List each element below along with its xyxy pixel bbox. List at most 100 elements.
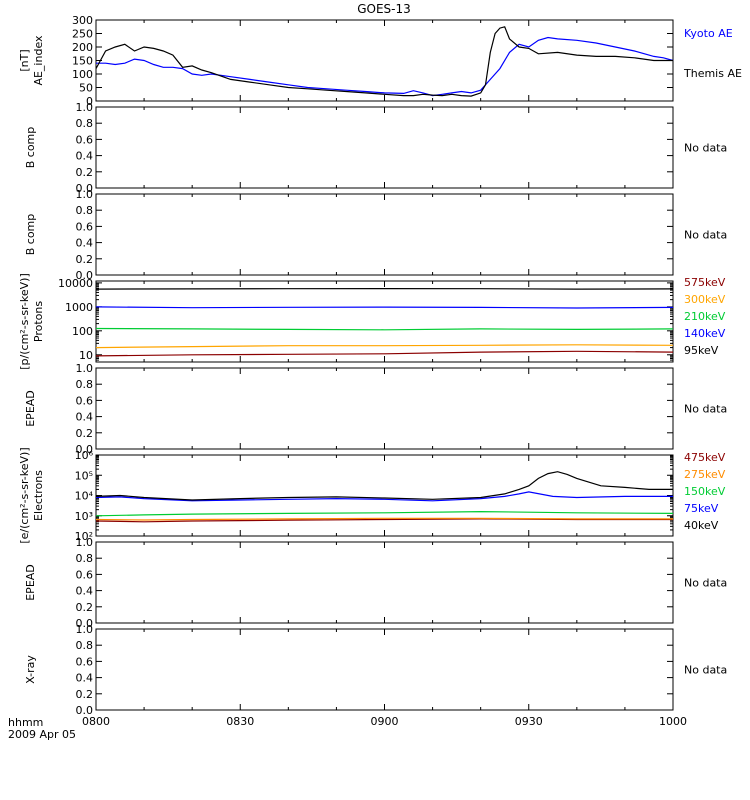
date-label: 2009 Apr 05: [8, 728, 76, 741]
x-tick-label: 0930: [515, 715, 543, 728]
panel-epead2: 0.0 0.2 0.4 0.6 0.8 1.0 EPEAD No data: [24, 536, 727, 630]
y-tick-label: 0.0: [76, 269, 94, 282]
y-tick-label: 0.8: [76, 204, 94, 217]
no-data-label: No data: [684, 664, 727, 677]
series-line-40kev: [95, 471, 673, 501]
y-tick-label: 0.4: [76, 411, 94, 424]
y-tick-label: 0.8: [76, 639, 94, 652]
y-tick-label: 0.8: [76, 552, 94, 565]
y-tick-label: 0: [86, 95, 93, 108]
plot-frame: [95, 193, 674, 276]
series-line-575kev: [95, 350, 674, 357]
y-tick-label: 0.4: [76, 585, 94, 598]
y-tick-label: 10³: [75, 510, 93, 523]
panel-b2: 0.0 0.2 0.4 0.6 0.8 1.0 B comp No data: [24, 188, 727, 282]
y-tick-label: 1.0: [76, 101, 94, 114]
y-tick-label: 300: [72, 14, 93, 27]
y-axis-label: X-ray: [24, 655, 37, 684]
x-tick-label: 1000: [659, 715, 687, 728]
y-tick-label: 0.2: [76, 427, 94, 440]
y-tick-label: 0.6: [76, 394, 94, 407]
y-tick-label: 1.0: [76, 362, 94, 375]
y-tick-label: 0.4: [76, 150, 94, 163]
y-tick-label: 10: [79, 349, 93, 362]
legend-entry: 140keV: [684, 327, 726, 340]
legend-entry: 75keV: [684, 502, 719, 515]
panel-protons: 10 100 1000 10000 Protons[p/(cm²-s-sr-keV)] 5…: [18, 273, 726, 370]
y-tick-label: 0.2: [76, 688, 94, 701]
series-line-kyoto-ae: [96, 36, 674, 97]
plot-frame: [95, 628, 674, 711]
legend-entry: 275keV: [684, 468, 726, 481]
y-tick-label: 1.0: [76, 623, 94, 636]
time-label-hhmm: hhmm: [8, 716, 43, 729]
panel-electrons: 10² 10³ 10⁴ 10⁵ 10⁶ Electrons[e/(cm²-s-sr-keV…: [18, 447, 726, 543]
legend-entry: 210keV: [684, 310, 726, 323]
legend-entry: 150keV: [684, 485, 726, 498]
series-line-150kev: [95, 510, 674, 517]
y-axis-label: Electrons: [32, 470, 45, 521]
y-tick-label: 200: [72, 41, 93, 54]
plot-frame: [95, 454, 674, 537]
figure-title: GOES-13: [357, 2, 411, 16]
panel-epead1: 0.0 0.2 0.4 0.6 0.8 1.0 EPEAD No data: [24, 362, 727, 456]
y-tick-label: 150: [72, 55, 93, 68]
legend-entry: 575keV: [684, 276, 726, 289]
legend-entry: 40keV: [684, 519, 719, 532]
no-data-label: No data: [684, 142, 727, 155]
series-line-75kev: [95, 491, 673, 502]
y-tick-label: 0.8: [76, 378, 94, 391]
y-tick-label: 1.0: [76, 536, 94, 549]
y-tick-label: 0.4: [76, 672, 94, 685]
y-tick-label: 0.0: [76, 704, 94, 717]
y-tick-label: 0.6: [76, 568, 94, 581]
y-tick-label: 0.6: [76, 220, 94, 233]
plot-frame: [95, 367, 674, 450]
y-axis-label: B comp: [24, 127, 37, 169]
no-data-label: No data: [684, 403, 727, 416]
plot-frame: [95, 541, 674, 624]
no-data-label: No data: [684, 229, 727, 242]
y-axis-label: [e/(cm²-s-sr-keV)]: [18, 447, 31, 543]
series-line-140kev: [95, 306, 674, 309]
y-axis-label: [p/(cm²-s-sr-keV)]: [18, 273, 31, 370]
y-axis-label: [nT]: [18, 49, 31, 71]
legend-entry: 300keV: [684, 293, 726, 306]
plot-frame: [95, 19, 674, 102]
plot-frame: [95, 106, 674, 189]
y-tick-label: 10⁶: [75, 449, 94, 462]
y-tick-label: 0.8: [76, 117, 94, 130]
series-line-210kev: [95, 327, 674, 331]
y-tick-label: 10000: [58, 277, 93, 290]
no-data-label: No data: [684, 577, 727, 590]
series-line-95kev: [95, 288, 674, 290]
panel-xray: 0.0 0.2 0.4 0.6 0.8 1.0 X-ray No data: [24, 623, 727, 717]
y-tick-label: 1000: [65, 301, 93, 314]
y-tick-label: 250: [72, 28, 93, 41]
y-tick-label: 100: [72, 325, 93, 338]
y-tick-label: 0.2: [76, 253, 94, 266]
y-tick-label: 0.0: [76, 617, 94, 630]
y-axis-label: EPEAD: [24, 564, 37, 601]
y-tick-label: 0.0: [76, 182, 94, 195]
legend-entry: Kyoto AE: [684, 27, 733, 40]
series-line-300kev: [95, 344, 674, 349]
series-line-475kev: [95, 518, 673, 523]
y-tick-label: 10⁴: [75, 490, 94, 503]
plot-frame: [95, 280, 674, 363]
legend-entry: 95keV: [684, 344, 719, 357]
legend-entry: 475keV: [684, 451, 726, 464]
x-tick-label: 0900: [371, 715, 399, 728]
y-tick-label: 50: [79, 82, 93, 95]
panel-b1: 0.0 0.2 0.4 0.6 0.8 1.0 B comp No data: [24, 101, 727, 195]
y-tick-label: 0.0: [76, 443, 94, 456]
y-axis-label: EPEAD: [24, 390, 37, 427]
y-axis-label: B comp: [24, 214, 37, 256]
y-tick-label: 0.2: [76, 601, 94, 614]
x-tick-label: 0830: [226, 715, 254, 728]
y-axis-label: AE_index: [32, 35, 45, 86]
y-tick-label: 100: [72, 68, 93, 81]
